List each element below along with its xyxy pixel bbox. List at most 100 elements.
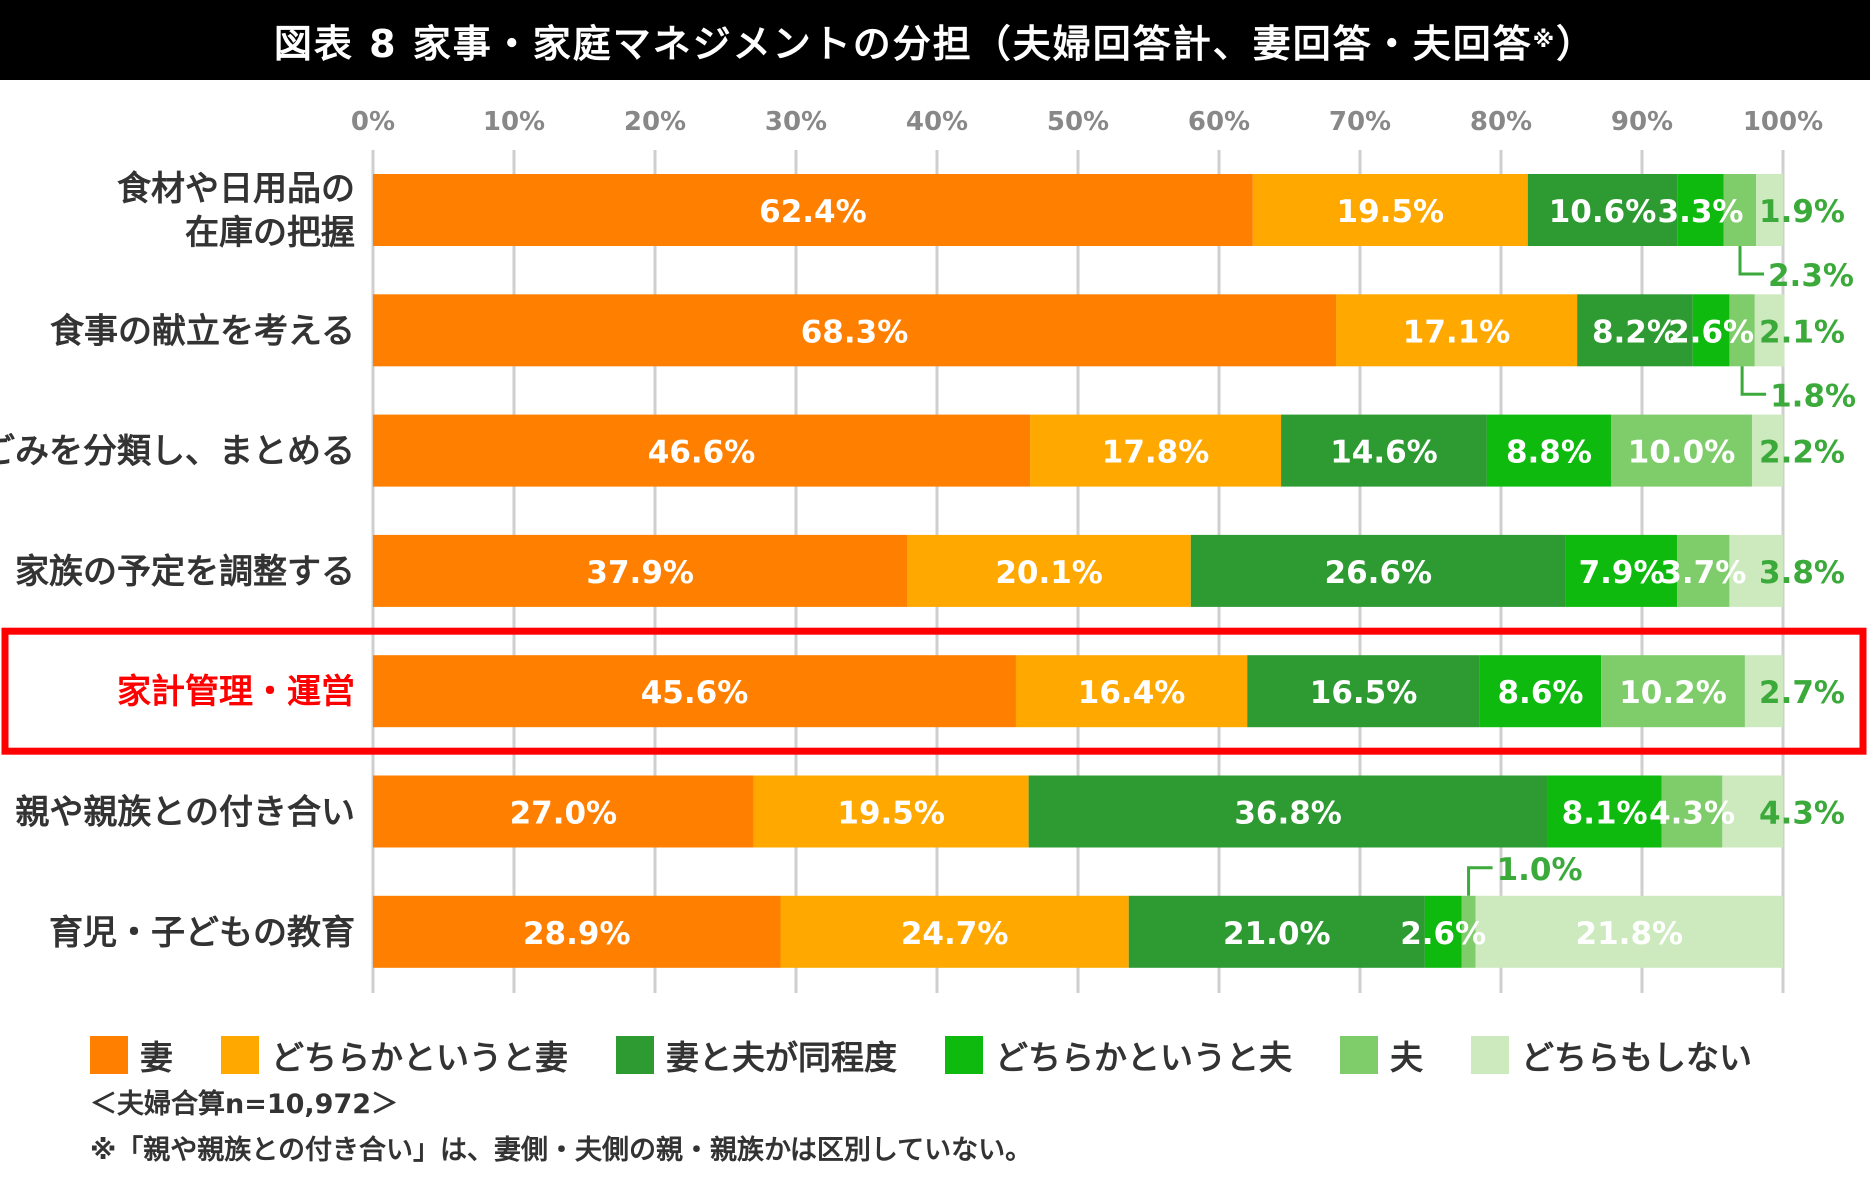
data-label: 46.6% — [648, 435, 756, 471]
bar-segment — [1677, 534, 1730, 607]
bar-segment — [1424, 895, 1462, 968]
bar-segment — [1015, 655, 1248, 728]
legend-swatch — [1340, 1036, 1378, 1074]
bar-segment — [1336, 294, 1578, 367]
bar-segment — [1190, 534, 1566, 607]
legend-swatch — [616, 1036, 654, 1074]
data-label: 10.6% — [1549, 194, 1657, 230]
data-label: 28.9% — [523, 916, 631, 952]
legend-label: どちらかというと夫 — [995, 1038, 1292, 1077]
legend-item: 妻 — [90, 1031, 173, 1079]
bar-segment — [780, 895, 1129, 968]
bar-segment — [1661, 775, 1723, 848]
callout-line — [1467, 866, 1493, 896]
data-label: 16.5% — [1310, 675, 1418, 711]
bar-segment — [1547, 775, 1662, 848]
data-label: 3.3% — [1658, 194, 1744, 230]
bar-segment — [1610, 414, 1752, 487]
data-label: 2.7% — [1759, 675, 1845, 711]
data-label: 62.4% — [759, 194, 867, 230]
bar-segment — [907, 534, 1191, 607]
data-label: 17.1% — [1403, 314, 1511, 350]
bar-segment — [373, 775, 754, 848]
bar-segment — [1565, 534, 1678, 607]
data-label: 24.7% — [901, 916, 1009, 952]
bar-segment — [753, 775, 1029, 848]
legend-swatch — [90, 1036, 128, 1074]
data-label: 14.6% — [1330, 435, 1438, 471]
bar-segment — [1601, 655, 1745, 728]
category-label: ごみを分類し、まとめる — [0, 432, 355, 472]
category-label: 家族の予定を調整する — [15, 552, 355, 592]
data-label: 45.6% — [641, 675, 749, 711]
bar-segment — [1577, 294, 1693, 367]
data-label: 21.8% — [1576, 916, 1684, 952]
data-label: 10.0% — [1628, 435, 1736, 471]
data-label: 26.6% — [1325, 555, 1433, 591]
data-label: 3.7% — [1660, 555, 1746, 591]
bar-segment — [1030, 414, 1282, 487]
x-tick-label: 10% — [483, 107, 545, 137]
bar-segment — [1252, 174, 1528, 246]
legend: 妻 どちらかというと妻 妻と夫が同程度 どちらかというと夫 夫 どちらもしない — [90, 1030, 1850, 1080]
legend-label: どちらかというと妻 — [271, 1038, 568, 1077]
x-tick-label: 70% — [1329, 107, 1391, 137]
category-label: 食材や日用品の — [117, 169, 355, 209]
bar-segment — [1722, 775, 1783, 848]
category-label: 家計管理・運営 — [117, 672, 355, 712]
sample-note: ＜夫婦合算n=10,972＞ — [90, 1089, 399, 1120]
callout-line — [1738, 246, 1764, 276]
category-label: 親や親族との付き合い — [15, 793, 355, 833]
data-label: 19.5% — [1337, 194, 1445, 230]
bar-segment — [1729, 294, 1755, 367]
bar-segment — [373, 655, 1016, 728]
bar-segment — [1461, 895, 1476, 968]
legend-label: どちらもしない — [1521, 1038, 1752, 1077]
data-label: 17.8% — [1102, 435, 1210, 471]
stacked-bar-chart: 0% 10% 20% 30% 40% 50% 60% 70% 80% 90% 100% 食材や日用品の… — [0, 107, 1867, 993]
bar-segment — [1692, 294, 1730, 367]
bar-segment — [1751, 414, 1783, 487]
legend-item: 妻と夫が同程度 — [616, 1031, 897, 1079]
x-tick-label: 100% — [1743, 107, 1823, 137]
data-label: 3.8% — [1759, 555, 1845, 591]
bar-segment — [373, 895, 781, 968]
legend-label: 妻と夫が同程度 — [666, 1038, 897, 1077]
category-label: 食事の献立を考える — [50, 311, 355, 351]
data-label: 8.8% — [1506, 435, 1592, 471]
data-label: 1.0% — [1497, 852, 1583, 888]
data-label: 8.2% — [1592, 314, 1678, 350]
legend-item: 夫 — [1340, 1031, 1423, 1079]
bar-segment — [1281, 414, 1487, 487]
x-tick-label: 20% — [624, 107, 686, 137]
data-label: 1.8% — [1770, 378, 1856, 414]
data-label: 8.1% — [1562, 796, 1648, 832]
data-label: 27.0% — [510, 796, 618, 832]
data-label: 7.9% — [1579, 555, 1665, 591]
legend-item: どちらかというと妻 — [221, 1031, 568, 1079]
bar-segment — [1754, 294, 1785, 367]
bar-segment — [1028, 775, 1548, 848]
x-tick-label: 60% — [1188, 107, 1250, 137]
category-label: 在庫の把握 — [185, 213, 355, 253]
x-tick-label: 0% — [351, 107, 395, 137]
x-tick-label: 30% — [765, 107, 827, 137]
bar-segment — [1527, 174, 1678, 246]
bar-segment — [1479, 655, 1602, 728]
legend-swatch — [1471, 1036, 1509, 1074]
legend-swatch — [945, 1036, 983, 1074]
data-label: 21.0% — [1223, 916, 1331, 952]
legend-swatch — [221, 1036, 259, 1074]
data-label: 2.6% — [1668, 314, 1754, 350]
bar-segment — [373, 174, 1253, 246]
bar-segment — [1723, 174, 1757, 246]
bar-segment — [373, 414, 1031, 487]
data-label: 20.1% — [995, 555, 1103, 591]
data-label: 19.5% — [837, 796, 945, 832]
category-label: 育児・子どもの教育 — [49, 913, 355, 953]
bar-segment — [1128, 895, 1425, 968]
chart-title-mark: ※ — [1532, 27, 1557, 53]
legend-item: どちらもしない — [1471, 1031, 1752, 1079]
data-label: 36.8% — [1234, 796, 1342, 832]
bar-segment — [1744, 655, 1783, 728]
